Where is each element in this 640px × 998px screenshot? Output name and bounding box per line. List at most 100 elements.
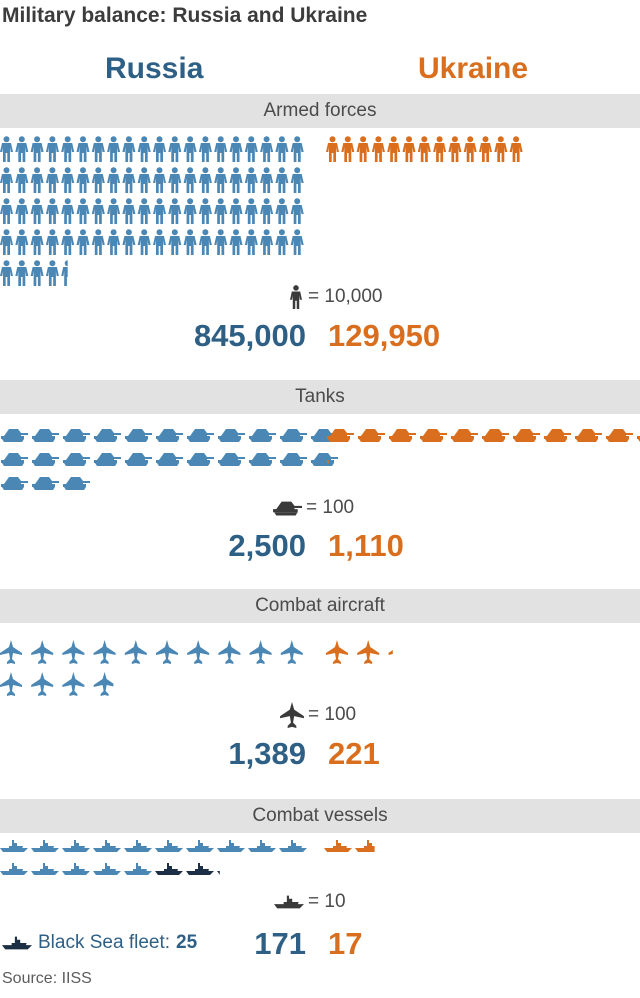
russia-soldier-icon [214,229,228,255]
russia-soldier-icon [153,229,166,255]
russia-tank-icon [125,429,152,442]
russia-soldier-icon [0,229,13,255]
russia-soldier-icon [229,167,243,193]
russia-soldier-icon [45,260,59,286]
russia-heading: Russia [105,52,204,85]
russia-tank-icon [187,453,214,466]
russia-soldier-icon [15,167,29,193]
russia-jet-icon [31,640,54,664]
black-sea-fleet-note: Black Sea fleet: 25 [2,932,197,954]
russia-tank-icon [63,477,90,490]
russia-soldier-icon [61,167,75,193]
russia-soldier-icon [107,136,121,162]
ukraine-tank-icon [358,429,385,442]
russia-soldier-icon [137,167,151,193]
russia-soldier-icon [0,198,13,224]
russia-soldier-icon [30,260,44,286]
jet-icon-shape [280,702,304,728]
russia-soldier-icon [290,198,304,224]
russia-soldier-icon [122,229,136,255]
ukraine-soldier-icon [326,136,339,162]
russia-soldier-icon [122,136,136,162]
ukraine-soldier-icon [433,136,447,162]
russia-soldier-icon [260,136,274,162]
russia-tank-icon [187,429,214,442]
ukraine-soldier-icon [448,136,462,162]
ukraine-tank-icon [544,429,571,442]
legend-label: = 10 [308,891,346,912]
russia-ship-icon [186,863,214,875]
russia-soldier-icon [0,136,13,162]
section-header-armed-forces: Armed forces [0,94,640,128]
russia-soldier-icon [91,167,105,193]
vessels-pictogram [0,840,375,875]
armed-forces-pictogram [0,136,523,286]
russia-tank-icon [249,429,276,442]
russia-tank-icon [32,477,59,490]
russia-tank-icon [63,429,90,442]
tanks-pictogram [1,429,640,490]
ship-icon [2,936,32,950]
russia-tank-icon [32,453,59,466]
russia-ship-icon [279,840,307,852]
russia-soldier-icon [30,198,44,224]
aircraft-legend: = 100 [280,702,356,728]
russia-tank-icon [218,429,245,442]
ukraine-jet-icon [388,650,393,655]
russia-tank-icon [63,453,90,466]
russia-soldier-icon [107,167,121,193]
russia-soldier-icon [122,167,136,193]
ukraine-soldier-icon [479,136,492,162]
vessels-legend: = 10 [274,891,346,913]
russia-tank-icon [125,453,152,466]
russia-soldier-icon [91,229,105,255]
russia-soldier-icon [76,136,90,162]
ukraine-tank-icon [482,429,509,442]
ukraine-soldier-icon [371,136,385,162]
russia-soldier-icon [15,136,29,162]
russia-tank-icon [32,429,59,442]
fleet-value: 25 [176,932,198,953]
russia-total-armed-forces: 845,000 [193,318,306,353]
ukraine-soldier-icon [341,136,355,162]
russia-soldier-icon [275,198,289,224]
russia-total-vessels: 171 [254,926,306,961]
soldier-icon-shape [290,285,302,309]
aircraft-pictogram [0,640,393,696]
russia-ship-icon [124,863,152,875]
russia-soldier-icon [183,198,197,224]
ukraine-jet-icon [357,640,380,664]
russia-soldier-icon [214,167,228,193]
russia-ship-icon [93,840,121,852]
russia-soldier-icon [30,167,44,193]
russia-soldier-icon [61,198,75,224]
russia-tank-icon [311,453,338,466]
tank-icon-shape [273,501,302,516]
russia-soldier-icon [15,198,29,224]
russia-soldier-icon [198,229,212,255]
russia-soldier-icon [198,198,212,224]
russia-soldier-icon [198,167,212,193]
chart-title: Military balance: Russia and Ukraine [2,4,368,27]
russia-total-tanks: 2,500 [228,528,306,563]
russia-soldier-icon [183,167,197,193]
section-header-combat-aircraft: Combat aircraft [0,589,640,623]
russia-soldier-icon [137,229,151,255]
russia-soldier-icon [30,229,44,255]
ukraine-tank-icon [513,429,540,442]
russia-soldier-icon [91,198,105,224]
russia-soldier-icon [15,260,29,286]
russia-soldier-icon [244,229,258,255]
russia-soldier-icon [45,167,59,193]
russia-ship-icon [155,863,183,875]
russia-jet-icon [124,640,147,664]
russia-jet-icon [93,672,114,696]
ukraine-heading: Ukraine [418,52,529,85]
russia-total-aircraft: 1,389 [228,736,306,771]
russia-ship-icon [93,863,121,875]
russia-jet-icon [156,640,178,664]
ukraine-ship-icon [355,840,375,852]
russia-ship-icon [0,840,28,852]
russia-soldier-icon [214,136,228,162]
russia-soldier-icon [168,136,182,162]
